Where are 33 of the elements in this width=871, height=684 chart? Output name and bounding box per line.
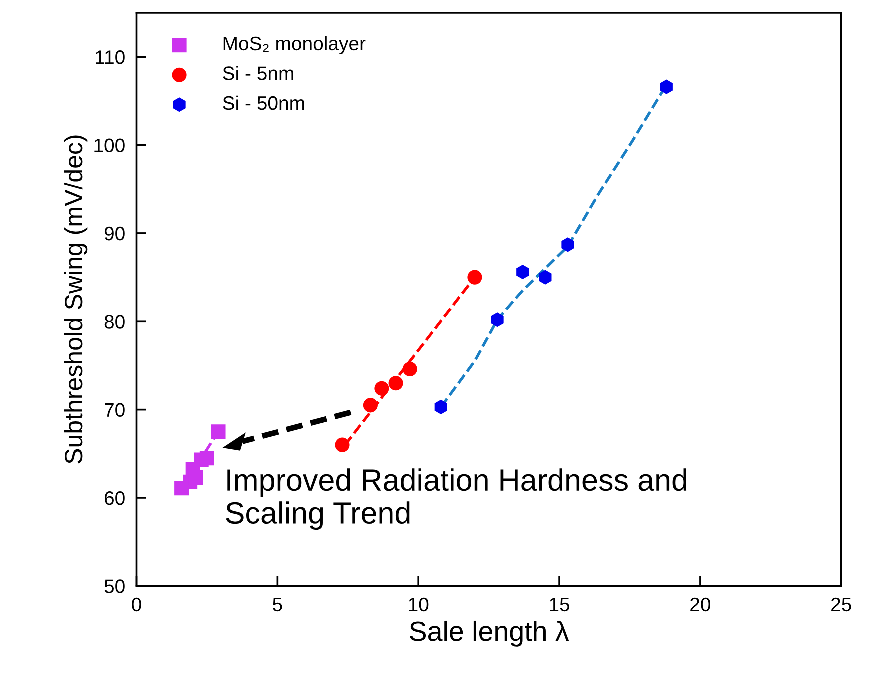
point (539, 270, 552, 285)
legend-label: Si - 50nm (223, 96, 304, 110)
annotation: Improved Radiation Hardness and Scaling Trend (226, 468, 687, 530)
legend-label: Si - 5nm (223, 66, 294, 80)
x-tick-label: 25 (832, 598, 852, 612)
y-tick-label: 60 (104, 491, 125, 506)
point (374, 381, 390, 396)
x-tick-label: 10 (409, 598, 429, 612)
point (660, 80, 673, 94)
point (388, 376, 404, 391)
x-tick-label: 15 (550, 598, 570, 612)
x-tick-label: 0 (132, 598, 142, 612)
point (434, 400, 448, 414)
y-tick-label: 100 (94, 138, 125, 153)
point (402, 362, 418, 377)
point (491, 312, 504, 328)
y-tick-label: 90 (104, 226, 125, 241)
y-axis-title: Subthreshold Swing (mV/dec) (64, 136, 88, 464)
x-tick-label: 5 (273, 598, 282, 612)
y-tick-label: 80 (104, 315, 125, 329)
point (335, 438, 350, 452)
legend-label: MoS₂ monolayer (224, 36, 366, 54)
x-tick-label: 20 (690, 598, 711, 612)
y-tick-label: 70 (105, 403, 125, 418)
point (363, 398, 378, 413)
y-tick-label: 50 (104, 580, 125, 594)
point (211, 424, 226, 440)
y-tick-label: 110 (96, 50, 125, 64)
point (200, 451, 214, 466)
x-axis-title: Sale length λ (410, 620, 570, 647)
point (516, 264, 530, 280)
point (468, 270, 482, 285)
point (562, 238, 574, 252)
